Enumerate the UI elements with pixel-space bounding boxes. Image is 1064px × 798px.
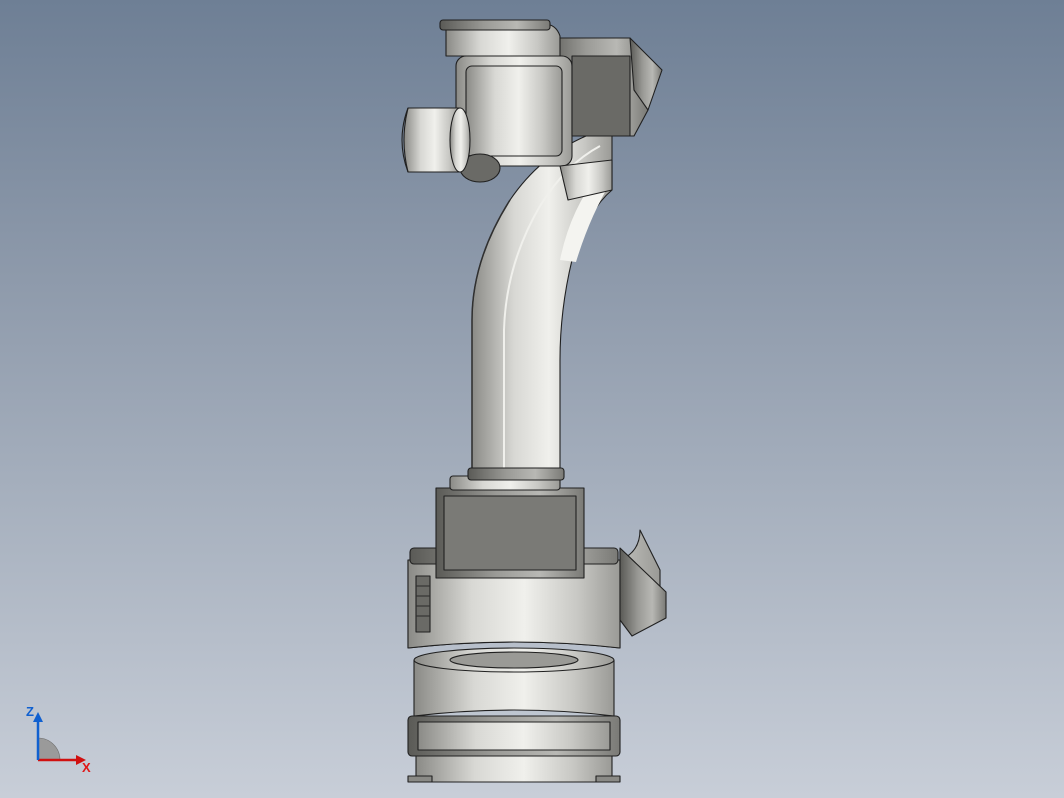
x-axis-label: X xyxy=(82,760,91,774)
z-axis-label: Z xyxy=(26,704,34,719)
triad-svg: X Z xyxy=(24,704,94,774)
model-render xyxy=(0,0,1064,798)
cad-viewport[interactable]: X Z xyxy=(0,0,1064,798)
view-triad[interactable]: X Z xyxy=(24,704,94,774)
triad-origin xyxy=(38,738,60,760)
